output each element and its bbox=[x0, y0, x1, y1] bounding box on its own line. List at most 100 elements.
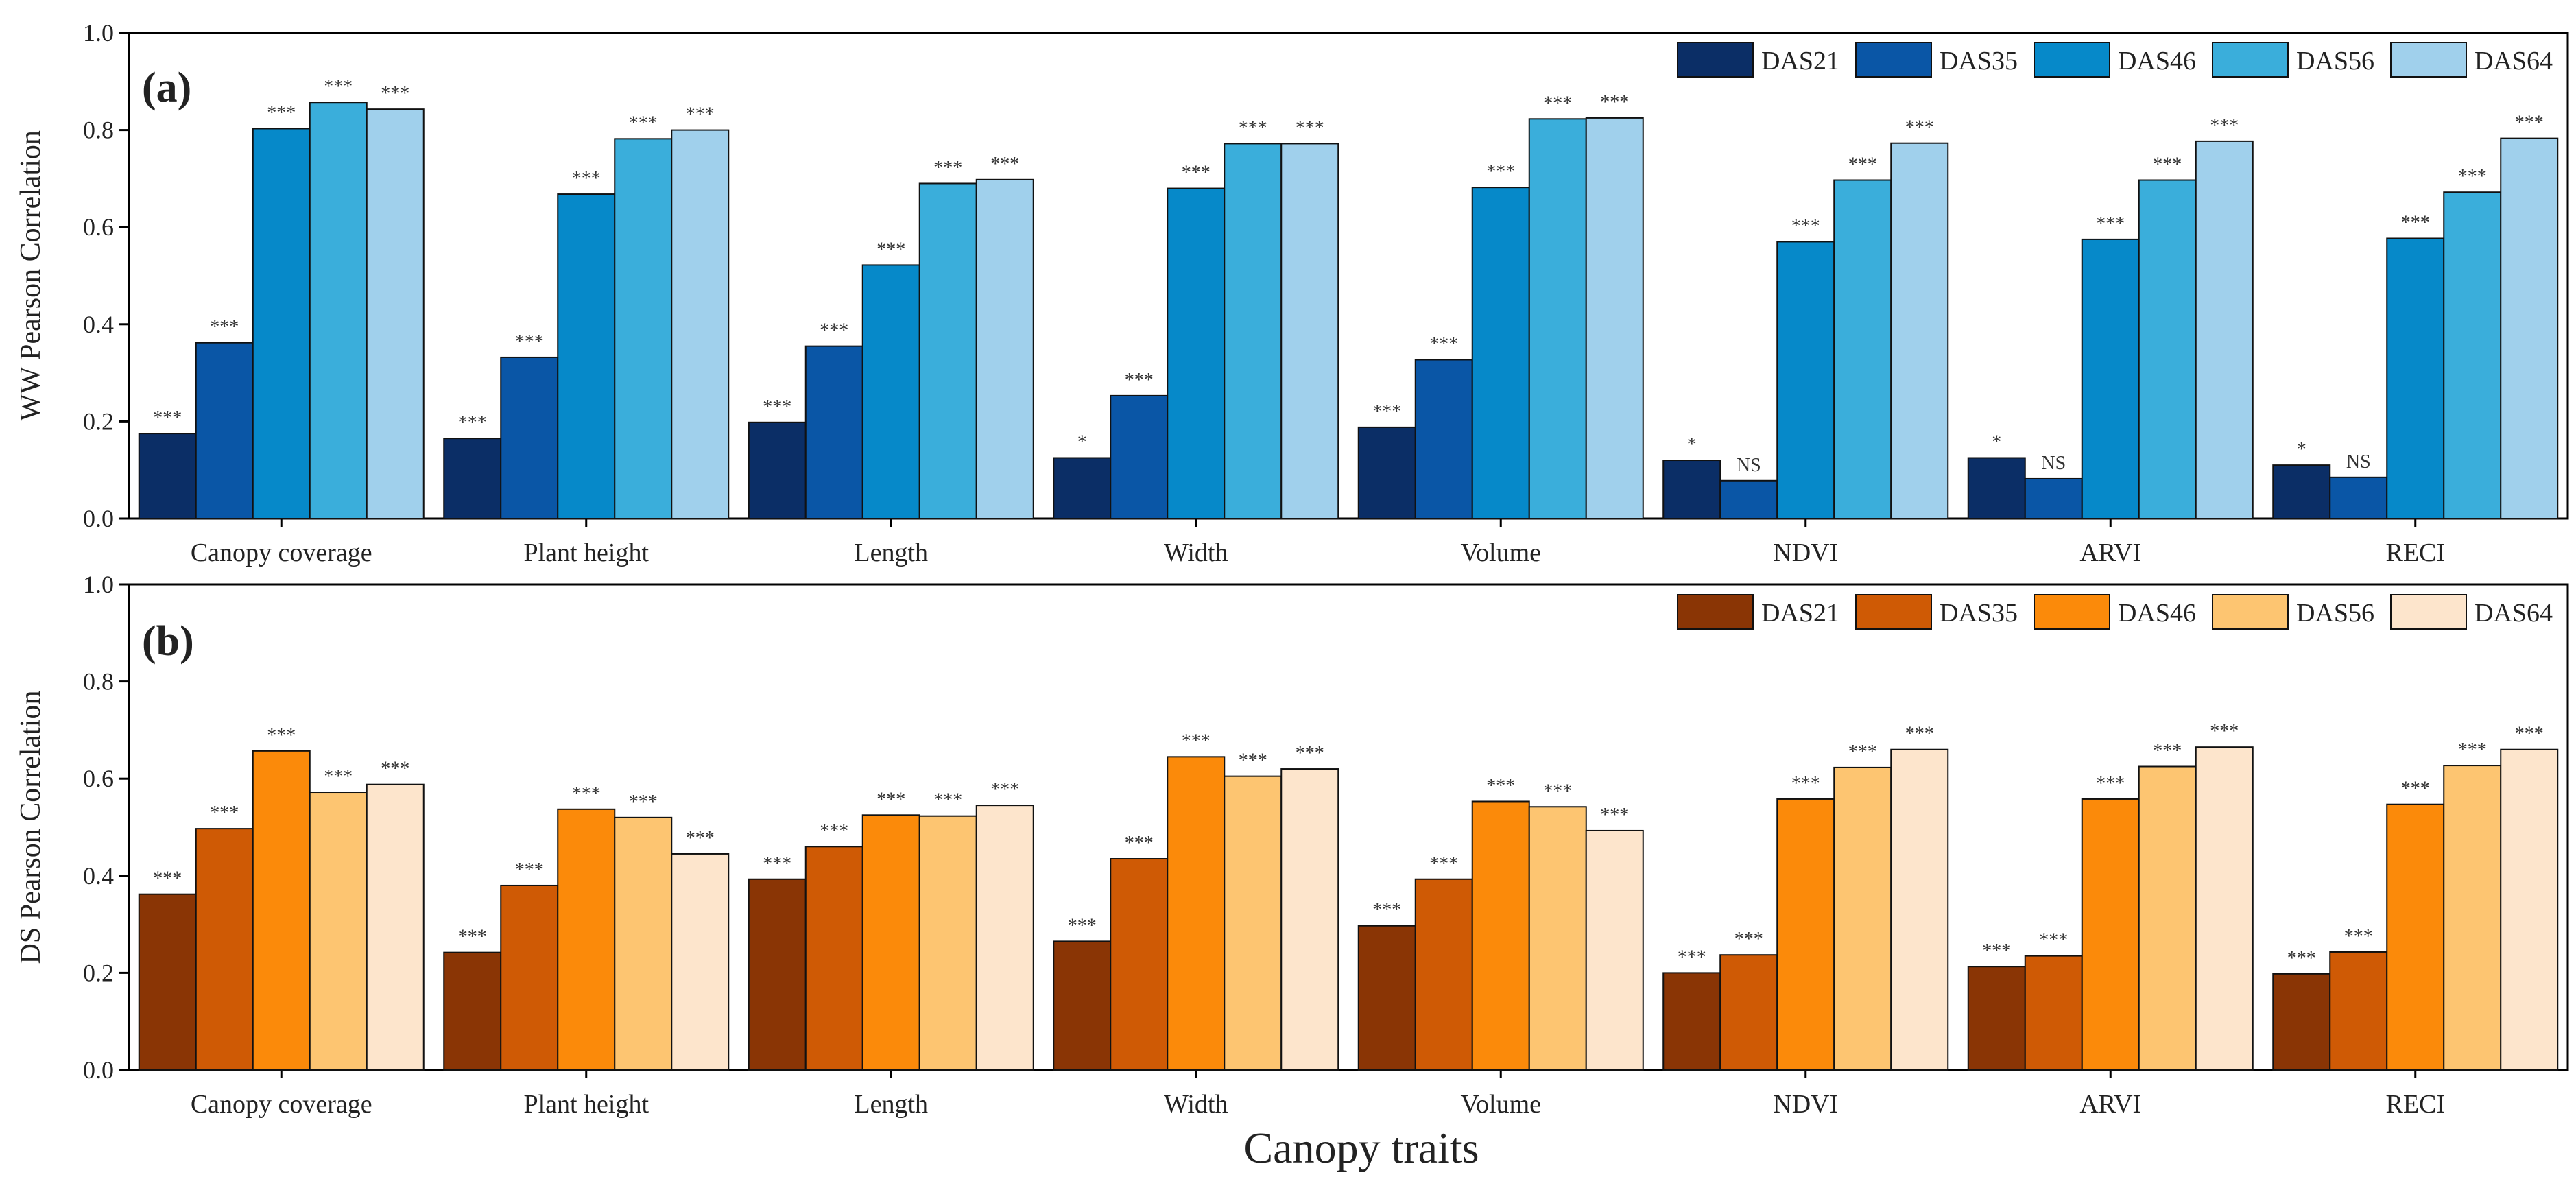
bar bbox=[2024, 955, 2083, 1071]
bar bbox=[138, 893, 197, 1071]
significance-label: *** bbox=[210, 317, 239, 338]
significance-label: *** bbox=[1486, 775, 1515, 796]
significance-label: *** bbox=[1543, 781, 1572, 802]
legend-label: DAS21 bbox=[1761, 47, 1839, 75]
bar bbox=[1662, 460, 1721, 519]
bar bbox=[252, 750, 311, 1071]
legend-label: DAS21 bbox=[1761, 599, 1839, 628]
bar bbox=[1053, 457, 1112, 519]
bar bbox=[443, 438, 502, 519]
significance-label: *** bbox=[267, 102, 296, 123]
bar bbox=[2386, 803, 2445, 1071]
significance-label: *** bbox=[1239, 750, 1267, 772]
significance-label: *** bbox=[1429, 853, 1458, 875]
legend-label: DAS46 bbox=[2118, 599, 2196, 628]
significance-label: *** bbox=[153, 868, 182, 890]
significance-label: *** bbox=[1791, 773, 1820, 794]
bar bbox=[975, 178, 1034, 519]
bar bbox=[1833, 179, 1892, 519]
significance-label: *** bbox=[572, 783, 601, 805]
bar bbox=[1585, 829, 1644, 1071]
bar bbox=[861, 814, 920, 1071]
bar bbox=[195, 828, 254, 1071]
x-tick-label: NDVI bbox=[1773, 538, 1838, 567]
significance-label: *** bbox=[515, 331, 544, 353]
x-tick-label: Volume bbox=[1460, 1090, 1541, 1119]
significance-label: *** bbox=[1600, 805, 1629, 826]
y-tick-label: 1.0 bbox=[83, 19, 114, 47]
significance-label: *** bbox=[2515, 724, 2544, 745]
bar bbox=[2272, 973, 2331, 1071]
significance-label: *** bbox=[515, 859, 544, 881]
x-tick-label: Plant height bbox=[523, 538, 649, 567]
significance-label: *** bbox=[572, 168, 601, 189]
significance-label: *** bbox=[1296, 117, 1324, 139]
bar bbox=[309, 792, 368, 1071]
y-tick-label: 0.8 bbox=[83, 117, 114, 144]
significance-label: *** bbox=[686, 104, 715, 126]
bar bbox=[1357, 426, 1416, 519]
x-tick-label: Width bbox=[1164, 538, 1228, 567]
bar bbox=[2138, 179, 2197, 519]
significance-label: NS bbox=[2041, 453, 2066, 474]
y-tick-label: 1.0 bbox=[83, 571, 114, 598]
bar bbox=[366, 783, 425, 1071]
significance-label: *** bbox=[2401, 779, 2430, 800]
significance-label: *** bbox=[2210, 115, 2239, 136]
legend-label: DAS56 bbox=[2296, 599, 2374, 628]
bar bbox=[366, 108, 425, 519]
significance-label: *** bbox=[153, 407, 182, 429]
x-tick-label: RECI bbox=[2385, 538, 2445, 567]
significance-label: *** bbox=[2344, 926, 2373, 947]
bar bbox=[1967, 457, 2026, 519]
bar bbox=[557, 193, 616, 519]
significance-label: NS bbox=[2346, 451, 2371, 473]
significance-label: *** bbox=[1848, 741, 1877, 763]
bar bbox=[2195, 746, 2254, 1071]
x-tick-label: Canopy coverage bbox=[191, 1090, 372, 1119]
bar bbox=[1167, 187, 1226, 519]
plot-frame bbox=[128, 32, 2569, 520]
significance-label: *** bbox=[629, 112, 658, 134]
significance-label: *** bbox=[1678, 947, 1706, 968]
x-tick-label: NDVI bbox=[1773, 1090, 1838, 1119]
significance-label: *** bbox=[1182, 730, 1211, 752]
significance-label: *** bbox=[1125, 370, 1154, 391]
legend-swatch bbox=[1855, 42, 1932, 78]
legend-label: DAS35 bbox=[1940, 47, 2018, 75]
significance-label: *** bbox=[1600, 92, 1629, 113]
x-tick-label: ARVI bbox=[2079, 1090, 2141, 1119]
bar bbox=[1967, 966, 2026, 1071]
bar bbox=[1414, 359, 1473, 520]
bar bbox=[614, 816, 673, 1071]
panel-b: 0.0 0.2 0.4 0.6 0.8 1.0 DS Pearson Correlation… bbox=[15, 571, 2569, 1119]
legend-label: DAS56 bbox=[2296, 47, 2374, 75]
y-axis-title: WW Pearson Correlation bbox=[15, 130, 47, 421]
significance-label: *** bbox=[933, 157, 962, 178]
significance-label: *** bbox=[763, 853, 791, 875]
bar bbox=[1585, 117, 1644, 519]
bar bbox=[1471, 187, 1530, 519]
significance-label: NS bbox=[1737, 455, 1761, 476]
significance-label: *** bbox=[1125, 833, 1154, 854]
y-tick-label: 0.6 bbox=[83, 213, 114, 241]
bar bbox=[1833, 766, 1892, 1071]
bar bbox=[1662, 972, 1721, 1071]
significance-label: *** bbox=[1848, 154, 1877, 176]
significance-label: * bbox=[1992, 432, 2001, 453]
x-tick-label: Plant height bbox=[523, 1090, 649, 1119]
y-tick-label: 0.4 bbox=[83, 862, 114, 890]
bar bbox=[1224, 775, 1283, 1071]
significance-label: *** bbox=[2096, 773, 2125, 794]
y-tick-label: 0.0 bbox=[83, 1056, 114, 1084]
bar bbox=[671, 853, 730, 1071]
legend-swatch bbox=[2212, 594, 2289, 630]
significance-label: *** bbox=[820, 820, 848, 842]
x-tick-label: Canopy coverage bbox=[191, 538, 372, 567]
significance-label: *** bbox=[1905, 117, 1934, 139]
y-tick-label: 0.2 bbox=[83, 407, 114, 435]
legend-label: DAS64 bbox=[2474, 47, 2553, 75]
x-tick-label: RECI bbox=[2385, 1090, 2445, 1119]
significance-label: *** bbox=[1429, 333, 1458, 355]
significance-label: *** bbox=[820, 320, 848, 342]
